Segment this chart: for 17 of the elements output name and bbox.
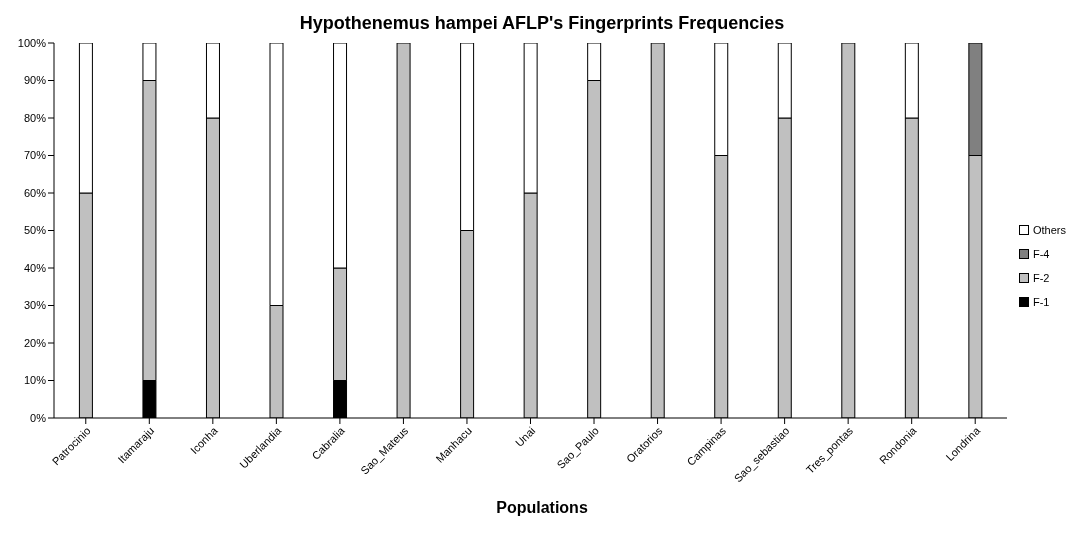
y-tick-label: 90% bbox=[23, 74, 47, 87]
legend-label: F-4 bbox=[1032, 247, 1050, 260]
y-tick-label: 100% bbox=[17, 36, 47, 49]
chart-title: Hypothenemus hampei AFLP's Fingerprints Frequencies bbox=[298, 12, 786, 35]
y-tick-label: 0% bbox=[30, 411, 47, 424]
legend-label: F-1 bbox=[1032, 295, 1050, 308]
legend-label: F-2 bbox=[1032, 271, 1050, 284]
y-tick-label: 50% bbox=[23, 224, 47, 237]
y-tick-label: 20% bbox=[23, 336, 47, 349]
y-tick-label: 10% bbox=[23, 374, 47, 387]
x-axis-title: Populations bbox=[495, 498, 589, 518]
y-tick-label: 80% bbox=[23, 111, 47, 124]
y-tick-label: 30% bbox=[23, 299, 47, 312]
y-tick-label: 40% bbox=[23, 261, 47, 274]
y-tick-label: 60% bbox=[23, 186, 47, 199]
legend-label: Others bbox=[1032, 223, 1066, 236]
y-tick-label: 70% bbox=[23, 149, 47, 162]
